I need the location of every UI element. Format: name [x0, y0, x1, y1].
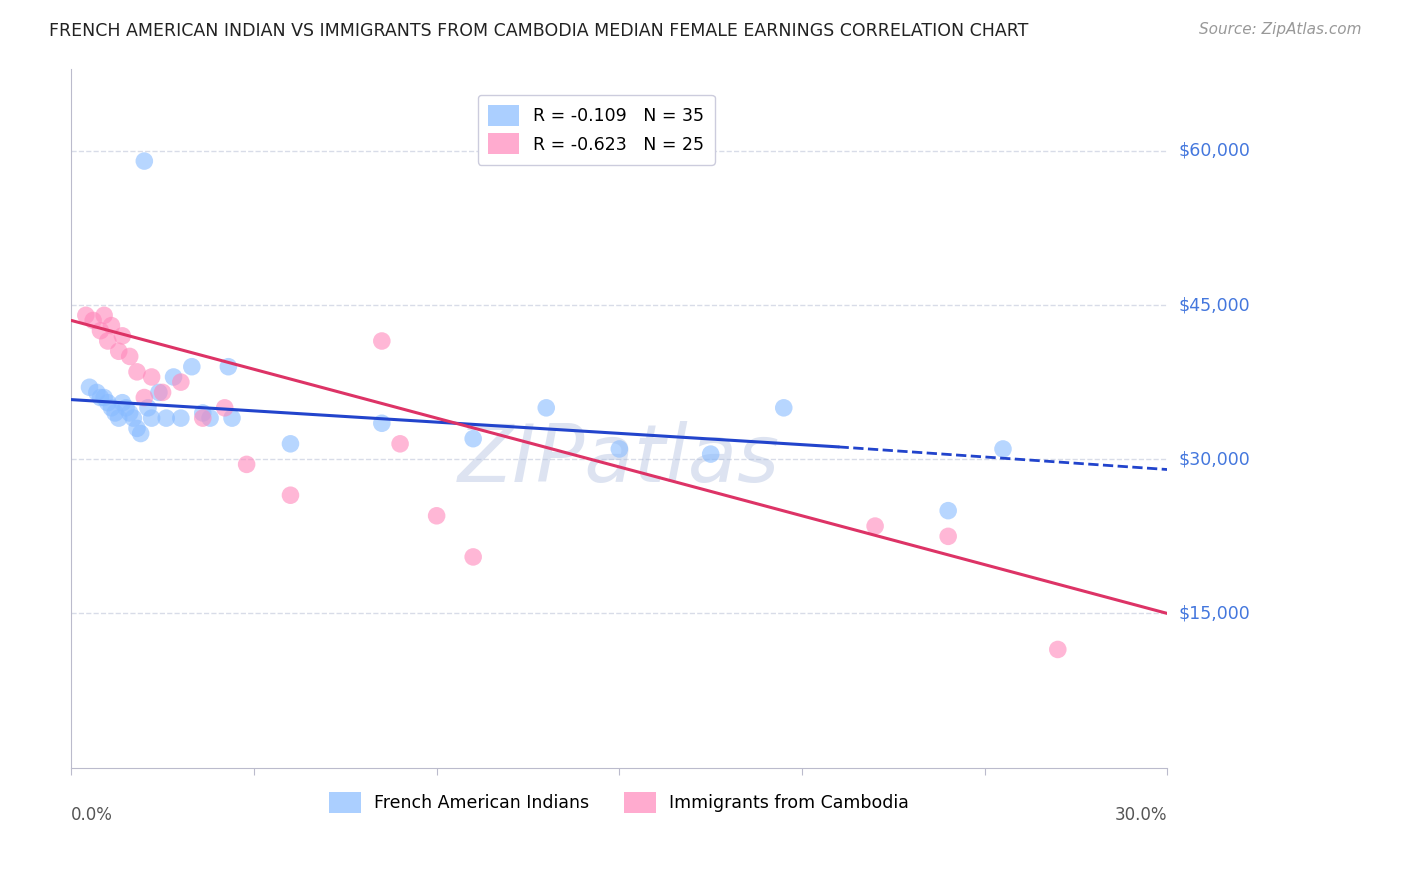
- Point: [772, 401, 794, 415]
- Point: [170, 375, 193, 389]
- Point: [79, 380, 101, 394]
- Point: [97, 334, 120, 348]
- Point: [936, 529, 959, 543]
- Point: [221, 411, 243, 425]
- Point: [136, 401, 159, 415]
- Point: [214, 401, 236, 415]
- Point: [463, 432, 485, 446]
- Point: [86, 385, 108, 400]
- Point: [100, 401, 122, 415]
- Point: [1046, 642, 1069, 657]
- Point: [134, 391, 156, 405]
- Point: [280, 437, 302, 451]
- Point: [426, 508, 449, 523]
- Point: [134, 154, 156, 169]
- Text: $45,000: $45,000: [1178, 296, 1250, 314]
- Point: [125, 421, 148, 435]
- Point: [371, 334, 394, 348]
- Point: [371, 416, 394, 430]
- Point: [118, 406, 141, 420]
- Point: [217, 359, 239, 374]
- Point: [280, 488, 302, 502]
- Point: [104, 406, 127, 420]
- Point: [118, 350, 141, 364]
- Point: [82, 313, 104, 327]
- Point: [93, 391, 115, 405]
- Text: ZIPatlas: ZIPatlas: [458, 421, 780, 499]
- Text: 0.0%: 0.0%: [72, 806, 112, 824]
- Point: [155, 411, 177, 425]
- Point: [148, 385, 170, 400]
- Point: [536, 401, 558, 415]
- Point: [129, 426, 152, 441]
- Point: [111, 395, 134, 409]
- Point: [122, 411, 145, 425]
- Text: $60,000: $60,000: [1178, 142, 1250, 160]
- Point: [141, 411, 163, 425]
- Point: [191, 411, 214, 425]
- Point: [991, 442, 1014, 456]
- Point: [115, 401, 138, 415]
- Point: [936, 503, 959, 517]
- Point: [235, 458, 257, 472]
- Point: [607, 442, 630, 456]
- Point: [863, 519, 886, 533]
- Point: [162, 370, 184, 384]
- Point: [89, 324, 111, 338]
- Point: [180, 359, 202, 374]
- Point: [191, 406, 214, 420]
- Point: [107, 344, 129, 359]
- Text: FRENCH AMERICAN INDIAN VS IMMIGRANTS FROM CAMBODIA MEDIAN FEMALE EARNINGS CORREL: FRENCH AMERICAN INDIAN VS IMMIGRANTS FRO…: [49, 22, 1029, 40]
- Point: [93, 308, 115, 322]
- Point: [125, 365, 148, 379]
- Point: [463, 549, 485, 564]
- Point: [152, 385, 174, 400]
- Point: [141, 370, 163, 384]
- Text: 30.0%: 30.0%: [1115, 806, 1167, 824]
- Legend: French American Indians, Immigrants from Cambodia: French American Indians, Immigrants from…: [321, 783, 918, 822]
- Point: [100, 318, 122, 333]
- Point: [97, 395, 120, 409]
- Point: [170, 411, 193, 425]
- Text: $15,000: $15,000: [1178, 605, 1250, 623]
- Text: $30,000: $30,000: [1178, 450, 1250, 468]
- Point: [75, 308, 97, 322]
- Text: Source: ZipAtlas.com: Source: ZipAtlas.com: [1198, 22, 1361, 37]
- Point: [111, 329, 134, 343]
- Point: [198, 411, 221, 425]
- Point: [389, 437, 412, 451]
- Point: [107, 411, 129, 425]
- Point: [89, 391, 111, 405]
- Point: [699, 447, 721, 461]
